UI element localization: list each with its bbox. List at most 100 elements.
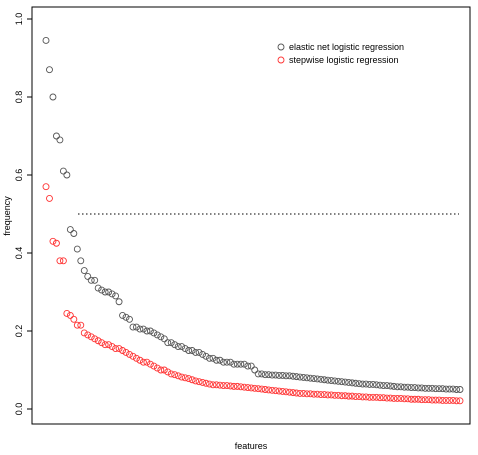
point-series-2 <box>80 329 88 337</box>
point-series-2 <box>334 391 342 399</box>
point-series-2 <box>247 384 255 392</box>
point-series-2 <box>98 339 106 347</box>
y-tick-label: 0.6 <box>14 169 24 182</box>
point-series-2 <box>282 388 290 396</box>
point-series-1 <box>136 325 144 333</box>
point-series-2 <box>265 386 273 394</box>
point-series-1 <box>49 93 57 101</box>
point-series-2 <box>199 379 207 386</box>
y-tick-label: 0.0 <box>14 403 24 416</box>
point-series-2 <box>139 358 147 366</box>
point-series-2 <box>174 372 182 380</box>
point-series-2 <box>300 389 307 397</box>
point-series-2 <box>414 395 422 403</box>
point-series-2 <box>171 371 179 379</box>
point-series-1 <box>251 366 259 374</box>
point-series-2 <box>70 315 78 323</box>
data-points <box>42 37 464 405</box>
x-axis-title: features <box>235 441 268 451</box>
point-series-1 <box>258 370 266 378</box>
point-series-1 <box>282 372 290 380</box>
point-series-2 <box>223 382 231 390</box>
legend-marker <box>277 56 285 64</box>
point-series-1 <box>108 290 116 298</box>
point-series-1 <box>383 382 391 390</box>
point-series-2 <box>49 237 57 245</box>
point-series-1 <box>122 313 130 321</box>
point-series-1 <box>63 171 71 179</box>
point-series-2 <box>439 396 447 404</box>
point-series-1 <box>181 345 189 352</box>
point-series-2 <box>400 395 408 403</box>
point-series-2 <box>108 343 116 351</box>
point-series-1 <box>341 378 349 386</box>
point-series-1 <box>380 382 387 390</box>
y-axis: 0.0 0.2 0.4 0.6 0.8 1.0 <box>14 13 33 416</box>
point-series-1 <box>146 327 154 335</box>
point-series-1 <box>303 374 311 382</box>
point-series-2 <box>258 385 266 393</box>
point-series-1 <box>105 288 113 296</box>
point-series-1 <box>296 373 304 381</box>
point-series-2 <box>146 360 154 368</box>
point-series-2 <box>369 393 377 401</box>
point-series-2 <box>59 257 67 265</box>
point-series-1 <box>261 371 269 379</box>
point-series-2 <box>359 393 367 401</box>
point-series-2 <box>355 393 363 400</box>
point-series-1 <box>289 372 297 380</box>
legend-label: elastic net logistic regression <box>289 42 404 52</box>
point-series-1 <box>52 132 60 140</box>
point-series-1 <box>240 360 248 368</box>
point-series-2 <box>115 345 123 352</box>
point-series-1 <box>91 276 99 284</box>
point-series-2 <box>216 381 224 389</box>
point-series-2 <box>313 390 321 398</box>
point-series-1 <box>369 380 377 388</box>
point-series-2 <box>272 387 280 395</box>
point-series-1 <box>418 384 426 392</box>
point-series-1 <box>286 372 293 380</box>
point-series-2 <box>122 349 130 356</box>
point-series-1 <box>453 386 460 393</box>
point-series-1 <box>376 381 384 389</box>
point-series-1 <box>386 382 394 390</box>
point-series-2 <box>126 350 133 358</box>
legend: elastic net logistic regression stepwise … <box>277 42 404 65</box>
point-series-1 <box>59 167 67 175</box>
point-series-2 <box>306 390 314 398</box>
point-series-1 <box>164 339 172 347</box>
point-series-2 <box>289 389 297 397</box>
point-series-1 <box>265 371 273 379</box>
point-series-2 <box>331 391 339 399</box>
point-series-2 <box>418 396 426 404</box>
point-series-1 <box>435 385 443 393</box>
point-series-1 <box>216 356 224 364</box>
point-series-1 <box>310 375 318 383</box>
point-series-2 <box>181 374 189 382</box>
point-series-2 <box>91 335 99 343</box>
point-series-2 <box>293 389 300 397</box>
point-series-1 <box>275 372 283 379</box>
point-series-2 <box>362 393 370 401</box>
point-series-1 <box>143 327 151 335</box>
point-series-2 <box>393 395 401 402</box>
point-series-2 <box>254 385 262 393</box>
point-series-2 <box>132 354 140 362</box>
point-series-2 <box>261 386 269 393</box>
point-series-1 <box>167 339 175 347</box>
point-series-1 <box>293 373 300 381</box>
point-series-1 <box>407 384 415 391</box>
point-series-2 <box>279 388 287 395</box>
point-series-1 <box>101 288 109 296</box>
point-series-1 <box>213 356 220 364</box>
point-series-2 <box>160 366 168 374</box>
point-series-2 <box>84 331 92 339</box>
point-series-1 <box>306 374 314 382</box>
point-series-1 <box>331 377 339 385</box>
point-series-2 <box>286 388 293 396</box>
point-series-1 <box>362 380 370 388</box>
point-series-2 <box>251 384 259 392</box>
point-series-2 <box>348 392 356 400</box>
point-series-1 <box>188 347 196 354</box>
